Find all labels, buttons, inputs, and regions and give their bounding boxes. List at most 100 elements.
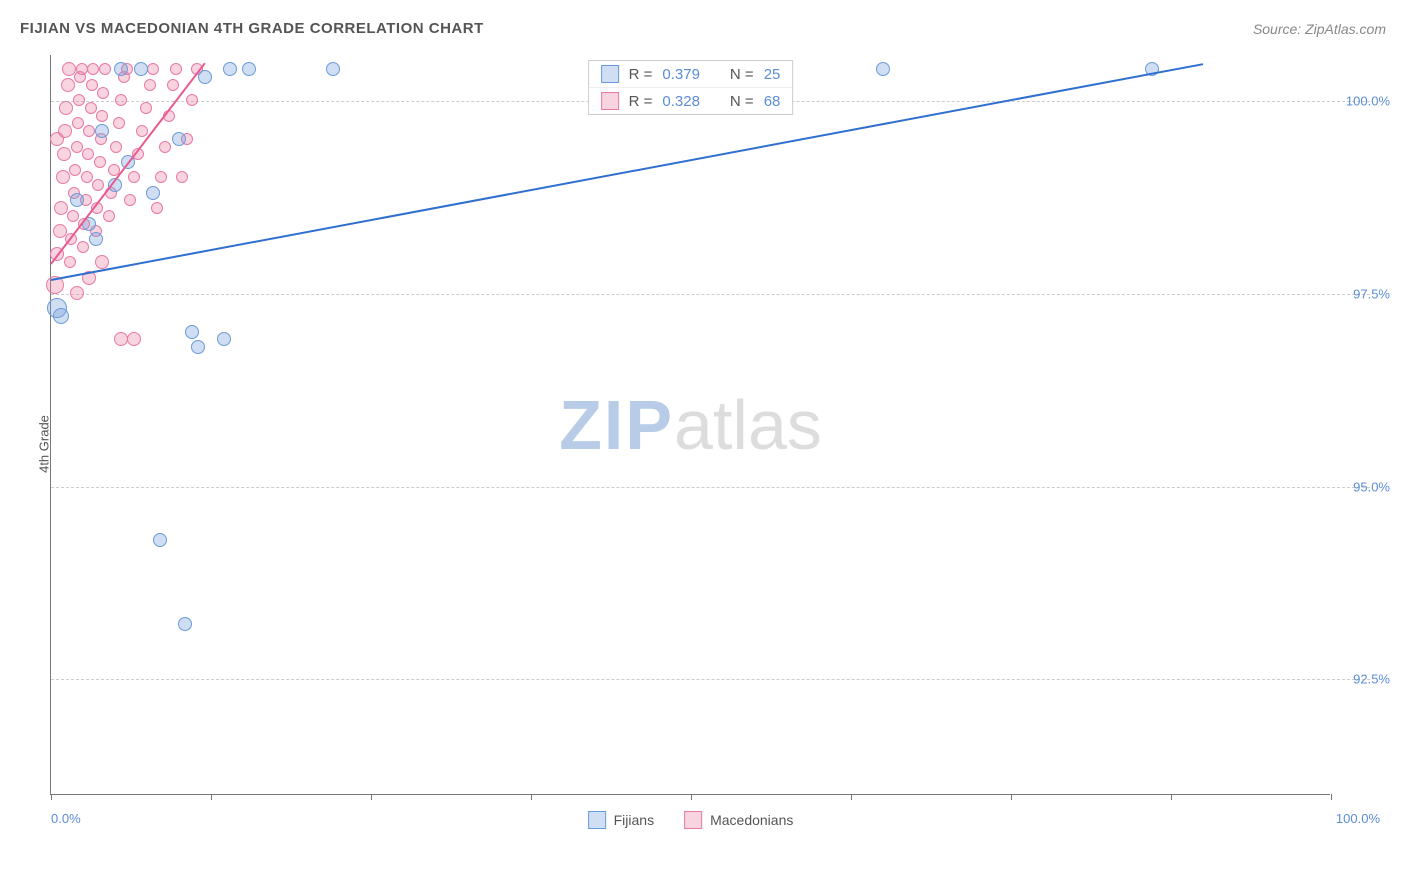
scatter-point [103, 210, 115, 222]
stat-n-label: N = [730, 66, 754, 83]
scatter-point [110, 141, 122, 153]
x-tick [531, 794, 532, 800]
stats-box: R = 0.379 N = 25 R = 0.328 N = 68 [588, 60, 794, 115]
scatter-point [185, 325, 199, 339]
scatter-point [217, 332, 231, 346]
scatter-point [140, 102, 152, 114]
scatter-point [167, 79, 179, 91]
x-tick [1011, 794, 1012, 800]
scatter-point [86, 79, 98, 91]
scatter-point [87, 63, 99, 75]
y-tick-label: 92.5% [1353, 672, 1390, 687]
stat-r-value: 0.379 [662, 66, 700, 83]
gridline [51, 487, 1370, 488]
scatter-point [172, 132, 186, 146]
stats-row: R = 0.328 N = 68 [589, 88, 793, 114]
scatter-point [136, 125, 148, 137]
series-swatch [601, 65, 619, 83]
legend-label: Fijians [614, 812, 654, 828]
stat-r-value: 0.328 [662, 93, 700, 110]
scatter-point [153, 533, 167, 547]
scatter-point [223, 62, 237, 76]
scatter-point [113, 117, 125, 129]
stat-n-value: 68 [764, 93, 781, 110]
scatter-point [176, 171, 188, 183]
gridline [51, 679, 1370, 680]
bottom-legend: Fijians Macedonians [588, 811, 794, 829]
y-tick-label: 97.5% [1353, 286, 1390, 301]
scatter-point [170, 63, 182, 75]
scatter-point [56, 170, 70, 184]
chart-title: FIJIAN VS MACEDONIAN 4TH GRADE CORRELATI… [20, 20, 484, 37]
scatter-point [94, 156, 106, 168]
scatter-point [64, 256, 76, 268]
stat-r-label: R = [629, 93, 653, 110]
scatter-point [85, 102, 97, 114]
x-tick [1331, 794, 1332, 800]
scatter-point [99, 63, 111, 75]
scatter-point [83, 125, 95, 137]
stat-r-label: R = [629, 66, 653, 83]
scatter-point [146, 186, 160, 200]
scatter-point [186, 94, 198, 106]
scatter-point [67, 210, 79, 222]
stat-n-label: N = [730, 93, 754, 110]
scatter-point [92, 179, 104, 191]
scatter-point [191, 340, 205, 354]
scatter-point [73, 94, 85, 106]
watermark-light: atlas [674, 386, 822, 464]
scatter-point [144, 79, 156, 91]
scatter-point [124, 194, 136, 206]
legend-label: Macedonians [710, 812, 793, 828]
scatter-point [876, 62, 890, 76]
gridline [51, 294, 1370, 295]
scatter-point [114, 62, 128, 76]
scatter-point [155, 171, 167, 183]
scatter-point [127, 332, 141, 346]
scatter-point [147, 63, 159, 75]
scatter-point [151, 202, 163, 214]
watermark: ZIPatlas [559, 385, 822, 465]
legend-swatch [588, 811, 606, 829]
x-tick [691, 794, 692, 800]
x-min-label: 0.0% [51, 811, 81, 826]
scatter-point [96, 110, 108, 122]
watermark-bold: ZIP [559, 386, 674, 464]
x-tick [1171, 794, 1172, 800]
scatter-point [326, 62, 340, 76]
legend-item: Fijians [588, 811, 654, 829]
scatter-point [70, 193, 84, 207]
scatter-point [71, 141, 83, 153]
scatter-point [50, 132, 64, 146]
scatter-point [134, 62, 148, 76]
stats-row: R = 0.379 N = 25 [589, 61, 793, 88]
scatter-point [70, 286, 84, 300]
x-max-label: 100.0% [1336, 811, 1380, 826]
stat-n-value: 25 [764, 66, 781, 83]
scatter-point [81, 171, 93, 183]
scatter-point [76, 63, 88, 75]
scatter-point [53, 308, 69, 324]
legend-swatch [684, 811, 702, 829]
scatter-point [128, 171, 140, 183]
scatter-point [59, 101, 73, 115]
scatter-point [95, 255, 109, 269]
scatter-point [115, 94, 127, 106]
chart-container: 4th Grade ZIPatlas 92.5%95.0%97.5%100.0%… [50, 55, 1376, 832]
scatter-point [178, 617, 192, 631]
y-tick-label: 100.0% [1346, 94, 1390, 109]
x-tick [371, 794, 372, 800]
scatter-point [82, 148, 94, 160]
y-tick-label: 95.0% [1353, 479, 1390, 494]
scatter-point [61, 78, 75, 92]
legend-item: Macedonians [684, 811, 793, 829]
x-tick [211, 794, 212, 800]
chart-header: FIJIAN VS MACEDONIAN 4TH GRADE CORRELATI… [20, 20, 1386, 37]
source-label: Source: ZipAtlas.com [1253, 21, 1386, 37]
plot-area: ZIPatlas 92.5%95.0%97.5%100.0%0.0%100.0%… [50, 55, 1330, 795]
x-tick [851, 794, 852, 800]
scatter-point [57, 147, 71, 161]
scatter-point [77, 241, 89, 253]
series-swatch [601, 92, 619, 110]
scatter-point [198, 70, 212, 84]
